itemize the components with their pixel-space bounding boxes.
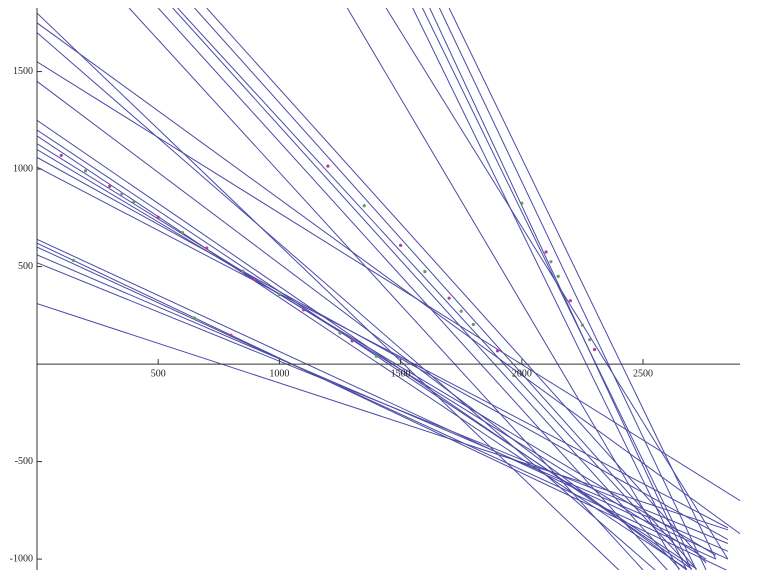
line bbox=[37, 166, 729, 529]
point bbox=[544, 250, 548, 254]
line bbox=[37, 32, 656, 570]
line bbox=[37, 80, 687, 570]
line bbox=[385, 8, 729, 560]
line bbox=[37, 135, 687, 570]
point bbox=[192, 316, 197, 320]
point bbox=[362, 204, 366, 208]
point bbox=[580, 323, 585, 327]
line bbox=[37, 22, 740, 535]
point bbox=[180, 231, 185, 235]
point bbox=[132, 200, 136, 204]
line bbox=[438, 8, 707, 570]
line bbox=[157, 8, 668, 570]
y-tick-label: 1500 bbox=[13, 66, 33, 77]
point bbox=[83, 169, 88, 173]
point bbox=[588, 338, 592, 342]
point bbox=[302, 308, 306, 312]
line bbox=[128, 8, 644, 570]
point bbox=[350, 339, 354, 343]
point bbox=[556, 274, 560, 278]
line bbox=[346, 8, 680, 570]
point bbox=[120, 192, 124, 196]
line bbox=[37, 149, 717, 556]
point bbox=[592, 347, 597, 352]
line bbox=[37, 238, 729, 560]
point bbox=[59, 153, 63, 158]
line bbox=[37, 303, 729, 531]
point bbox=[399, 243, 403, 247]
line bbox=[412, 8, 688, 570]
point bbox=[447, 296, 451, 300]
x-tick-label: 2500 bbox=[633, 368, 653, 379]
point bbox=[423, 270, 427, 274]
x-tick-label: 1000 bbox=[269, 368, 289, 379]
x-tick-label: 500 bbox=[151, 368, 166, 379]
plot-area bbox=[37, 8, 740, 570]
line bbox=[37, 61, 740, 502]
point bbox=[229, 333, 233, 337]
line bbox=[37, 242, 728, 570]
line bbox=[172, 8, 680, 570]
point bbox=[241, 269, 245, 273]
point bbox=[205, 246, 209, 250]
axes: 500 1000 1500 2000 2500 -1000 -500 500 1000 1500 bbox=[10, 8, 740, 570]
line bbox=[37, 156, 729, 541]
y-tick-label: 1000 bbox=[13, 163, 33, 174]
point bbox=[108, 184, 112, 188]
point bbox=[253, 277, 257, 281]
line bbox=[37, 12, 620, 570]
line bbox=[206, 8, 707, 564]
y-tick-label: -500 bbox=[15, 456, 33, 467]
point bbox=[471, 322, 475, 327]
point bbox=[156, 215, 160, 219]
point bbox=[326, 164, 330, 168]
line bbox=[421, 8, 697, 570]
point bbox=[459, 309, 463, 313]
point bbox=[374, 354, 378, 358]
point bbox=[277, 292, 282, 297]
line bbox=[194, 8, 697, 570]
y-tick-label: 500 bbox=[18, 261, 33, 272]
line bbox=[37, 129, 697, 570]
point bbox=[338, 331, 342, 335]
point bbox=[71, 258, 75, 262]
point bbox=[495, 349, 500, 353]
line bbox=[37, 262, 729, 544]
point bbox=[549, 260, 553, 264]
point bbox=[520, 201, 524, 205]
x-tick-label: 2000 bbox=[512, 368, 532, 379]
line bbox=[177, 8, 692, 570]
point bbox=[568, 299, 572, 303]
x-tick-label: 1500 bbox=[391, 368, 411, 379]
y-tick-label: -1000 bbox=[10, 553, 33, 564]
